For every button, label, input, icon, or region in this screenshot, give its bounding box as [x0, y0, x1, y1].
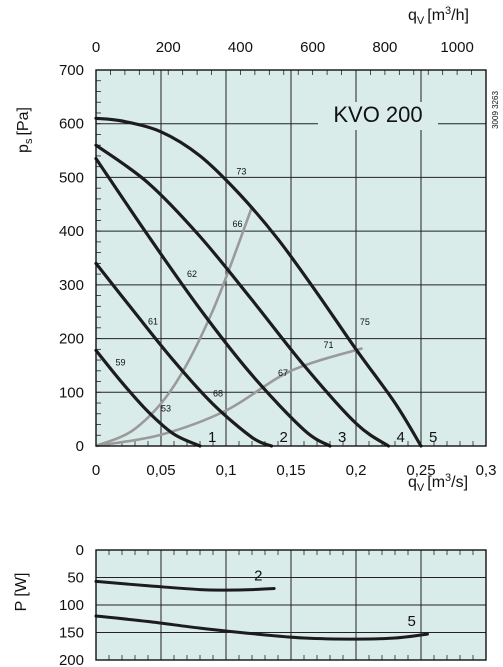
- y-axis-label: ps [Pa]: [15, 107, 35, 153]
- efficiency-label: 53: [161, 404, 171, 414]
- svg-text:ps[Pa]: ps [Pa]: [15, 107, 35, 153]
- power-y-axis-label: P [W]: [13, 573, 30, 612]
- chart-title: KVO 200: [333, 102, 422, 127]
- power-curve-labels: 25: [254, 568, 416, 631]
- fan-curve-1: [94, 348, 202, 448]
- y-tick-label: 600: [59, 116, 84, 133]
- y-tick-label: 500: [59, 169, 84, 186]
- curve-label-2: 2: [280, 429, 288, 446]
- efficiency-label: 75: [360, 317, 370, 327]
- y-tick-label: 0: [76, 438, 84, 455]
- system-curve-line: [95, 346, 363, 448]
- x-bottom-label-main: q: [408, 474, 417, 491]
- x-tick-label: 0: [92, 462, 100, 479]
- fan-curves: [94, 116, 423, 448]
- y-label-main: p: [15, 144, 32, 153]
- power-curve-label-2: 2: [254, 568, 262, 585]
- efficiency-label: 73: [236, 167, 246, 177]
- efficiency-label: 67: [278, 368, 288, 378]
- y-tick-label: 400: [59, 223, 84, 240]
- y-tick-label: 100: [59, 384, 84, 401]
- x-bottom-axis-label: qV [m3/s]: [408, 472, 468, 494]
- x-tick-label: 0,2: [346, 462, 367, 479]
- x-bottom-label-unit: [m: [427, 474, 445, 491]
- y-tick-label: 200: [59, 331, 84, 348]
- power-curve-label-5: 5: [408, 613, 416, 630]
- title-backdrop: [318, 102, 438, 130]
- curve-label-1: 1: [208, 429, 216, 446]
- x-bottom-label-unit-end: /s]: [451, 474, 468, 491]
- power-y-tick-label: 150: [59, 625, 84, 642]
- efficiency-label: 71: [324, 340, 334, 350]
- fan-curve-2: [94, 261, 274, 448]
- x-top-label-unit: [m: [427, 7, 445, 24]
- x-tick-label: 0,05: [146, 462, 175, 479]
- x-bottom-label-sub: V: [417, 482, 425, 494]
- curve-label-5: 5: [429, 429, 437, 446]
- x-top-label-sup: 3: [445, 5, 451, 17]
- y-tick-label: 300: [59, 277, 84, 294]
- main-plot-frame: [95, 69, 487, 447]
- y-label-sub: s: [23, 138, 35, 144]
- power-y-tick-label: 0: [76, 542, 84, 559]
- power-plot-frame: [95, 549, 487, 661]
- main-minor-ticks: [95, 69, 487, 447]
- curve-labels: 1 2 3 4 5: [208, 429, 437, 446]
- power-y-tick-labels: 0 50 100 150 200: [59, 542, 84, 667]
- power-y-tick-label: 200: [59, 652, 84, 667]
- efficiency-label: 62: [187, 269, 197, 279]
- y-label-unit: [Pa]: [15, 107, 32, 135]
- fan-curve-3: [94, 157, 332, 448]
- y-tick-labels: 0 100 200 300 400 500 600 700: [59, 62, 84, 455]
- x-top-tick-label: 400: [228, 39, 253, 56]
- chart-code: 3009 3263: [491, 91, 500, 129]
- curve-label-3: 3: [338, 429, 346, 446]
- curve-label-4: 4: [397, 429, 405, 446]
- power-y-tick-label: 50: [67, 570, 84, 587]
- fan-curve-5: [94, 116, 423, 448]
- system-curves: [95, 206, 363, 448]
- x-top-tick-label: 200: [156, 39, 181, 56]
- x-top-label-sub: V: [417, 15, 425, 27]
- efficiency-label: 68: [213, 389, 223, 399]
- x-tick-label: 0,1: [216, 462, 237, 479]
- efficiency-label: 61: [148, 317, 158, 327]
- x-tick-label: 0,25: [406, 462, 435, 479]
- power-curves: [94, 579, 429, 641]
- x-top-tick-label: 0: [92, 39, 100, 56]
- system-curve-line: [95, 206, 254, 448]
- efficiency-label: 59: [116, 357, 126, 367]
- x-top-label-main: q: [408, 7, 417, 24]
- efficiency-label: 66: [233, 219, 243, 229]
- x-top-axis-label: qV [m3/h]: [408, 5, 469, 27]
- x-top-tick-label: 600: [300, 39, 325, 56]
- x-top-tick-label: 800: [372, 39, 397, 56]
- power-curve-5: [94, 614, 429, 641]
- x-tick-label: 0,3: [476, 462, 497, 479]
- x-top-tick-label: 1000: [440, 39, 473, 56]
- x-tick-label: 0,15: [276, 462, 305, 479]
- power-y-tick-label: 100: [59, 597, 84, 614]
- efficiency-annotations: 59 53 61 62 68 66 73 67 71 75: [116, 167, 370, 414]
- x-bottom-tick-labels: 0 0,05 0,1 0,15 0,2 0,25 0,3: [92, 462, 497, 479]
- x-top-tick-labels: 0 200 400 600 800 1000: [92, 39, 474, 56]
- x-bottom-label-sup: 3: [445, 472, 451, 484]
- x-top-label-unit-end: /h]: [451, 7, 469, 24]
- power-curve-2: [94, 579, 276, 592]
- y-tick-label: 700: [59, 62, 84, 79]
- fan-curve-4: [94, 143, 391, 448]
